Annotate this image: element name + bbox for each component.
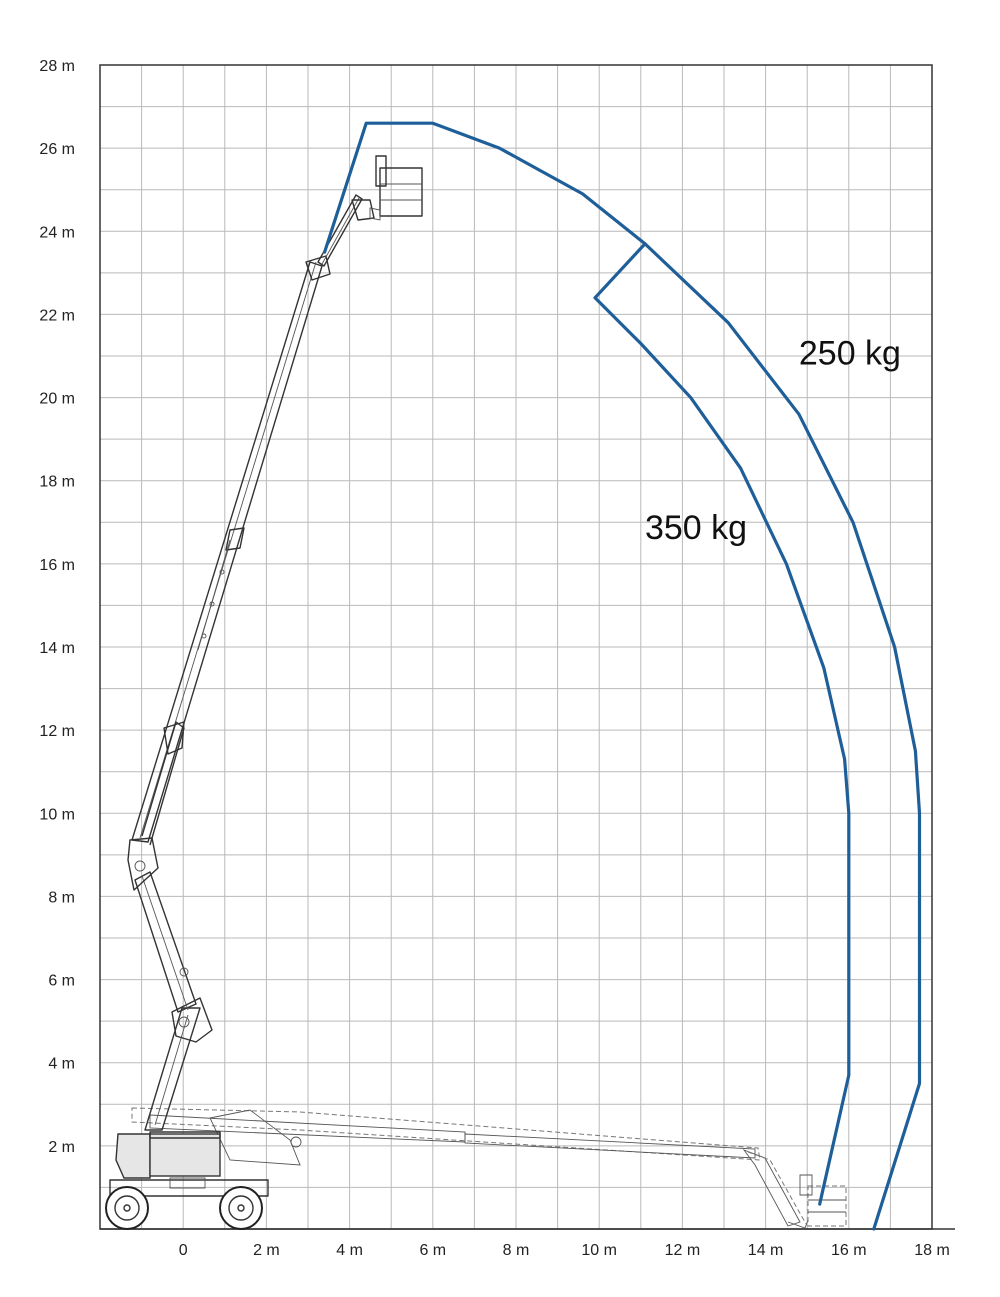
y-axis-ticks: 2 m 4 m 6 m 8 m 10 m 12 m 14 m 16 m 18 m 20 m 22 m… (39, 58, 75, 1156)
load-envelopes (323, 121, 922, 1231)
y-tick-label: 14 m (39, 640, 75, 657)
main-boom (131, 261, 323, 846)
y-tick-label: 18 m (39, 474, 75, 491)
envelope-line-350-kg (593, 242, 851, 1206)
lower-basket (799, 1174, 847, 1227)
rear-wheel (219, 1186, 263, 1230)
x-axis-ticks: 0 2 m 4 m 6 m 8 m 10 m 12 m 14 m 16 m 18 m (179, 1242, 950, 1259)
x-tick-label: 12 m (665, 1242, 701, 1259)
y-tick-label: 24 m (39, 224, 75, 241)
stowed-boom-outline (131, 1107, 809, 1229)
y-tick-label: 8 m (48, 889, 75, 906)
load-label: 250 kg (799, 334, 901, 372)
riser-arm (127, 837, 213, 1131)
y-tick-label: 4 m (48, 1056, 75, 1073)
x-tick-label: 6 m (419, 1242, 446, 1259)
grid (100, 65, 932, 1229)
raised-basket (369, 155, 423, 221)
load-labels: 250 kg 350 kg (645, 334, 901, 547)
front-wheel (105, 1186, 149, 1230)
load-label: 350 kg (645, 509, 747, 547)
x-tick-label: 4 m (336, 1242, 363, 1259)
y-tick-label: 6 m (48, 973, 75, 990)
x-tick-label: 2 m (253, 1242, 280, 1259)
wheels (105, 1186, 263, 1230)
envelope-line-250-kg (323, 121, 922, 1231)
x-tick-label: 18 m (914, 1242, 950, 1259)
y-tick-label: 26 m (39, 141, 75, 158)
y-tick-label: 16 m (39, 557, 75, 574)
boom-lift-drawing (105, 155, 847, 1230)
y-tick-label: 20 m (39, 391, 75, 408)
y-tick-label: 28 m (39, 58, 75, 75)
y-tick-label: 2 m (48, 1139, 75, 1156)
x-tick-label: 14 m (748, 1242, 784, 1259)
chassis (109, 1131, 269, 1206)
jib (305, 194, 375, 281)
y-tick-label: 10 m (39, 806, 75, 823)
y-tick-label: 22 m (39, 307, 75, 324)
y-tick-label: 12 m (39, 723, 75, 740)
x-tick-label: 8 m (503, 1242, 530, 1259)
x-tick-label: 10 m (581, 1242, 617, 1259)
x-tick-label: 16 m (831, 1242, 867, 1259)
x-tick-label: 0 (179, 1242, 188, 1259)
